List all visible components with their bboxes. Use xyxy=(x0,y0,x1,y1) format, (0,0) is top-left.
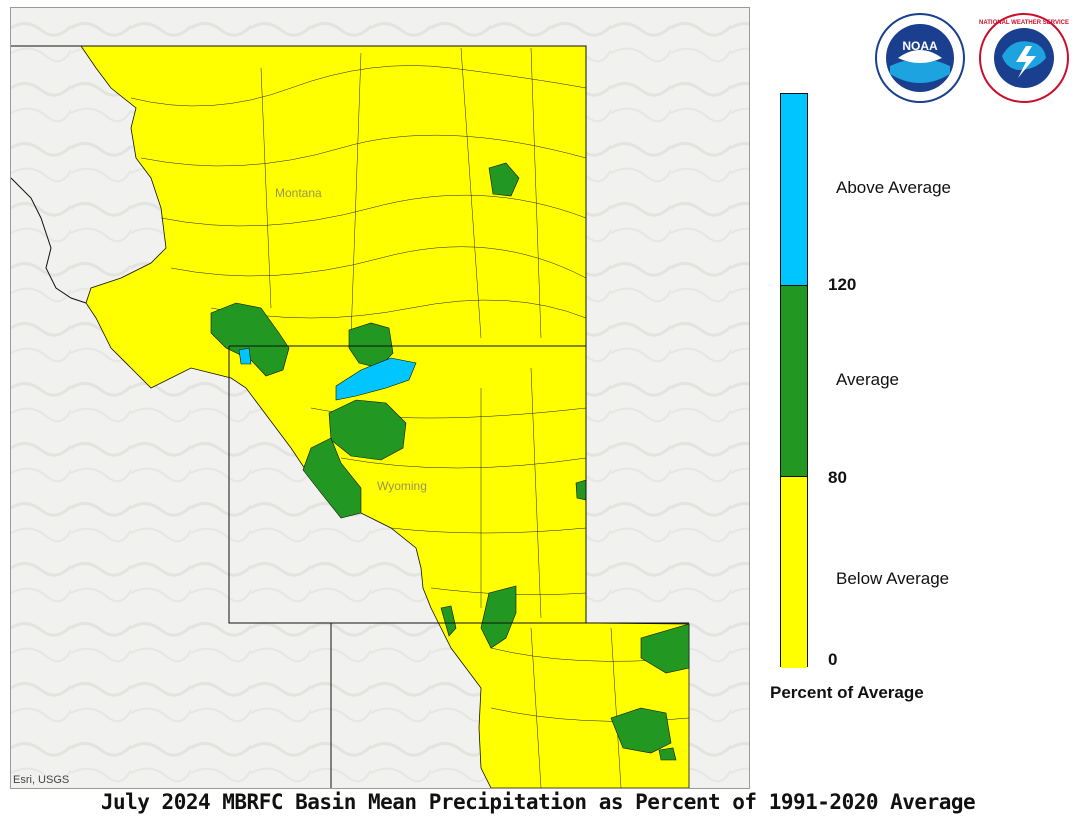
noaa-logo-text: NOAA xyxy=(902,39,938,53)
legend-title: Percent of Average xyxy=(770,683,924,702)
map-canvas xyxy=(11,8,749,788)
legend-swatch-above-average xyxy=(781,94,807,286)
state-boundaries xyxy=(11,45,689,788)
legend-swatch-below-average xyxy=(781,477,807,668)
legend-label-above-average: Above Average xyxy=(836,178,951,197)
legend-break-0: 0 xyxy=(828,650,838,669)
legend-break-80: 80 xyxy=(828,468,847,487)
legend-break-120: 120 xyxy=(828,275,857,294)
state-label-wyoming: Wyoming xyxy=(377,479,427,493)
nws-logo-text: NATIONAL WEATHER SERVICE xyxy=(979,20,1069,26)
nws-logo: NATIONAL WEATHER SERVICE xyxy=(979,13,1069,103)
legend-color-bar xyxy=(780,93,808,668)
basins-above-average[interactable] xyxy=(238,347,417,401)
state-label-montana: Montana xyxy=(275,186,322,200)
legend-label-average: Average xyxy=(836,370,900,389)
basin-boundaries xyxy=(130,47,690,788)
map-attribution: Esri, USGS xyxy=(13,774,70,786)
map-title: July 2024 MBRFC Basin Mean Precipitation… xyxy=(100,790,976,814)
precipitation-map[interactable]: Montana Wyoming Esri, USGS xyxy=(10,7,750,789)
legend-swatch-average xyxy=(781,286,807,477)
noaa-logo: NOAA xyxy=(875,13,965,103)
legend-label-below-average: Below Average xyxy=(836,569,950,588)
basins-average[interactable] xyxy=(210,162,690,761)
